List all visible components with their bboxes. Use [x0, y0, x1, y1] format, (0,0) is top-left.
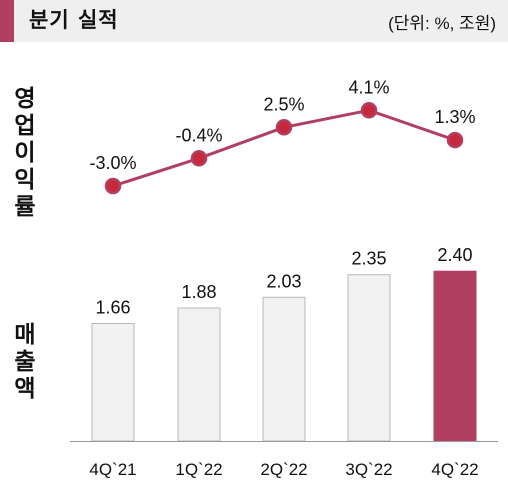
revenue-data-label: 2.40 — [437, 245, 472, 265]
revenue-data-label: 2.35 — [351, 249, 386, 269]
chart-title: 분기 실적 — [29, 8, 119, 32]
operating-margin-axis-label: 영업이익률 — [14, 86, 36, 220]
revenue-data-label: 2.03 — [266, 271, 301, 291]
revenue-bar — [347, 274, 391, 442]
operating-margin-data-label: 4.1% — [348, 77, 389, 97]
revenue-bar — [177, 307, 221, 442]
revenue-bar — [91, 323, 135, 442]
x-axis-tick-label: 3Q`22 — [345, 460, 392, 479]
revenue-bar — [262, 296, 306, 442]
operating-margin-point — [275, 119, 293, 136]
header-accent-bar — [0, 0, 14, 42]
x-axis-tick-label: 4Q`21 — [89, 460, 136, 479]
operating-margin-point — [446, 131, 464, 149]
unit-label: (단위: %, 조원) — [388, 14, 496, 33]
revenue-bar — [433, 270, 477, 442]
revenue-data-label: 1.88 — [181, 282, 216, 302]
operating-margin-point — [104, 177, 122, 195]
revenue-data-label: 1.66 — [95, 298, 130, 318]
operating-margin-data-label: -0.4% — [175, 125, 222, 145]
operating-margin-point — [190, 150, 208, 167]
x-axis-tick-label: 4Q`22 — [431, 460, 478, 479]
x-axis-tick-label: 2Q`22 — [260, 460, 307, 479]
operating-margin-data-label: 2.5% — [263, 94, 304, 114]
operating-margin-data-label: 1.3% — [434, 107, 475, 127]
operating-margin-data-label: -3.0% — [89, 153, 136, 173]
chart-header: 분기 실적 (단위: %, 조원) — [0, 0, 508, 42]
operating-margin-point — [360, 102, 378, 119]
x-axis-tick-label: 1Q`22 — [175, 460, 222, 479]
revenue-axis-label: 매출액 — [14, 322, 36, 402]
